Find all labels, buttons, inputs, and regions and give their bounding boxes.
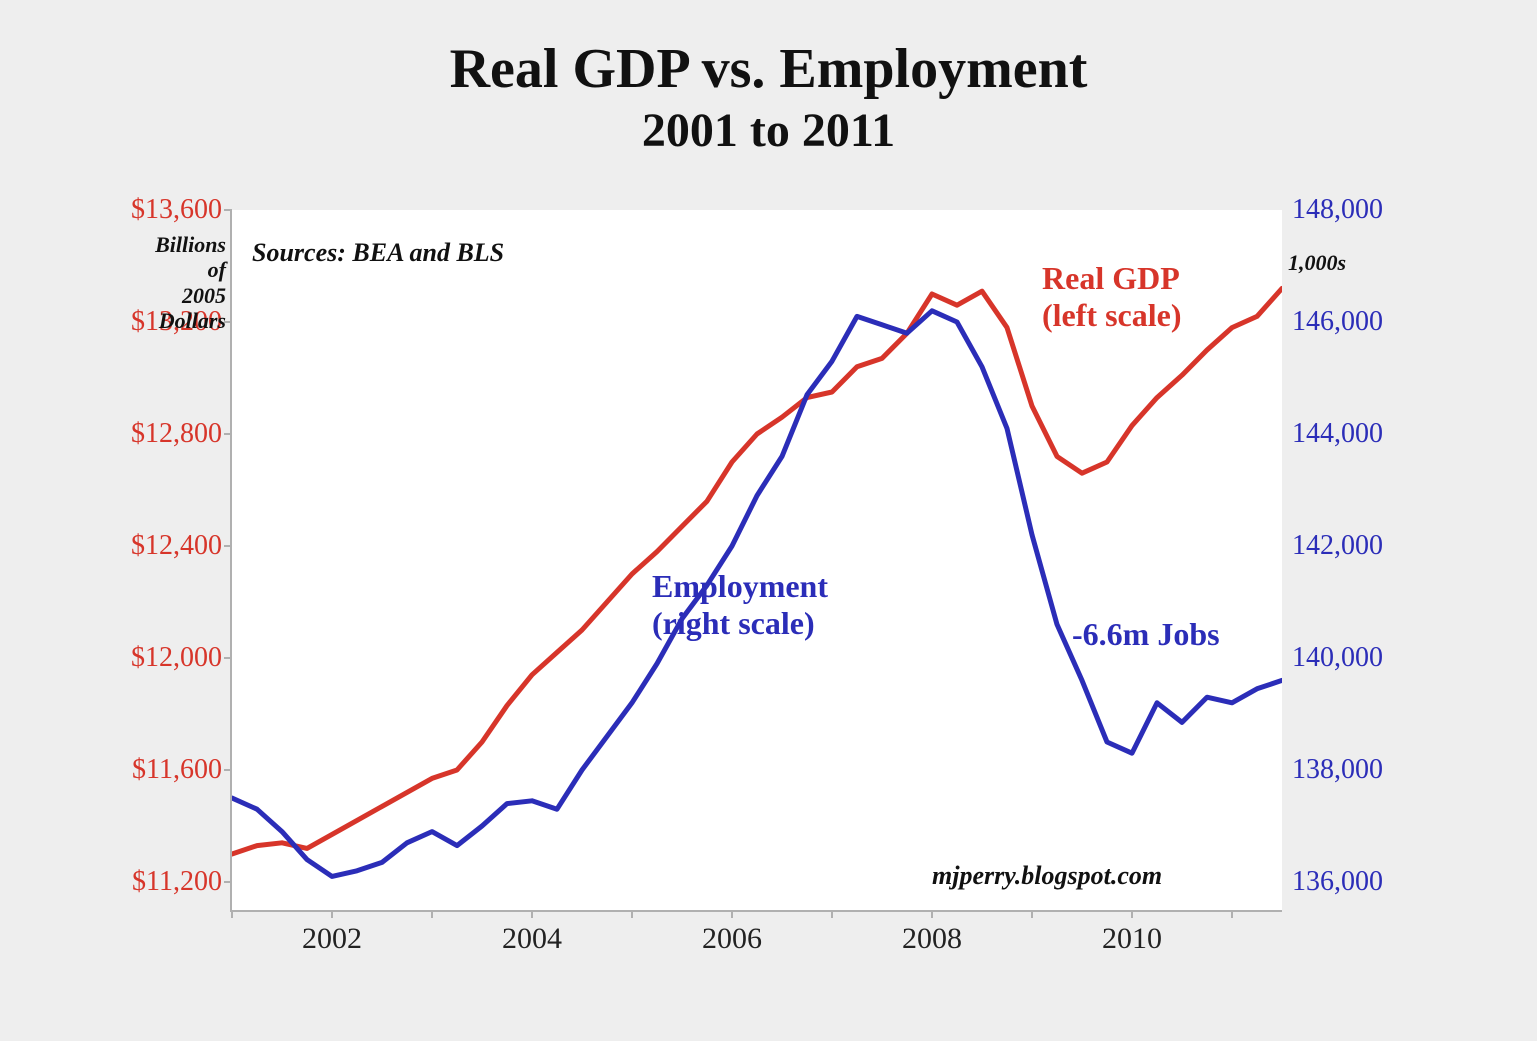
- y-left-tick-mark: [224, 209, 232, 211]
- y-left-tick-mark: [224, 881, 232, 883]
- y-left-tick-label: $13,600: [131, 194, 232, 226]
- x-tick-mark: [331, 910, 333, 918]
- y-left-tick-mark: [224, 545, 232, 547]
- x-tick-mark: [431, 910, 433, 918]
- y-right-tick-label: 138,000: [1282, 754, 1383, 786]
- y-left-tick-mark: [224, 433, 232, 435]
- x-tick-mark: [231, 910, 233, 918]
- credit-annotation: mjperry.blogspot.com: [932, 861, 1162, 891]
- title-line-1: Real GDP vs. Employment: [0, 40, 1537, 99]
- jobs-annotation: -6.6m Jobs: [1072, 616, 1220, 653]
- x-tick-mark: [931, 910, 933, 918]
- y-left-tick-label: $12,800: [131, 418, 232, 450]
- chart-frame: Real GDP vs. Employment 2001 to 2011 200…: [0, 0, 1537, 1041]
- y-left-tick-label: $12,400: [131, 530, 232, 562]
- x-tick-mark: [1131, 910, 1133, 918]
- employment-annotation: Employment(right scale): [652, 568, 828, 642]
- y-right-tick-label: 148,000: [1282, 194, 1383, 226]
- x-tick-mark: [1231, 910, 1233, 918]
- y-left-axis-label: Billions of2005 Dollars: [155, 232, 232, 333]
- y-right-tick-label: 142,000: [1282, 530, 1383, 562]
- x-tick-mark: [531, 910, 533, 918]
- real-gdp-annotation: Real GDP(left scale): [1042, 260, 1181, 334]
- y-right-axis-label: 1,000s: [1282, 250, 1346, 276]
- y-left-tick-label: $11,200: [132, 866, 232, 898]
- x-tick-mark: [731, 910, 733, 918]
- y-right-tick-label: 136,000: [1282, 866, 1383, 898]
- y-left-tick-mark: [224, 657, 232, 659]
- title-line-2: 2001 to 2011: [0, 103, 1537, 158]
- chart-title: Real GDP vs. Employment 2001 to 2011: [0, 40, 1537, 158]
- y-right-tick-label: 146,000: [1282, 306, 1383, 338]
- y-left-tick-label: $11,600: [132, 754, 232, 786]
- y-left-tick-mark: [224, 769, 232, 771]
- plot-area: 20022004200620082010$11,200$11,600$12,00…: [230, 210, 1282, 912]
- y-left-tick-label: $12,000: [131, 642, 232, 674]
- y-right-tick-label: 144,000: [1282, 418, 1383, 450]
- sources-annotation: Sources: BEA and BLS: [252, 238, 504, 268]
- x-tick-mark: [831, 910, 833, 918]
- y-right-tick-label: 140,000: [1282, 642, 1383, 674]
- x-tick-mark: [1031, 910, 1033, 918]
- x-tick-mark: [631, 910, 633, 918]
